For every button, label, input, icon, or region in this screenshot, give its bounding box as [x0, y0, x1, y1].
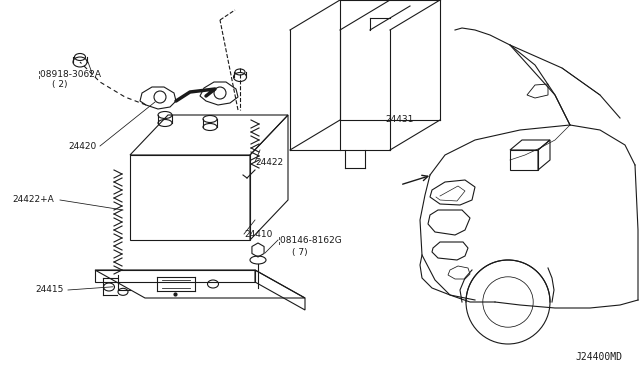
- Text: ¦08918-3062A: ¦08918-3062A: [38, 70, 102, 79]
- Text: 24420: 24420: [68, 142, 96, 151]
- Text: 24422+A: 24422+A: [12, 195, 54, 204]
- Text: ( 7): ( 7): [292, 248, 308, 257]
- Text: 24415: 24415: [35, 285, 63, 294]
- Text: 24431: 24431: [385, 115, 413, 124]
- Text: J24400MD: J24400MD: [575, 352, 622, 362]
- Text: 24410: 24410: [244, 230, 273, 239]
- Text: ( 2): ( 2): [52, 80, 67, 89]
- Text: 24422: 24422: [255, 158, 283, 167]
- Text: ¦08146-8162G: ¦08146-8162G: [278, 236, 343, 245]
